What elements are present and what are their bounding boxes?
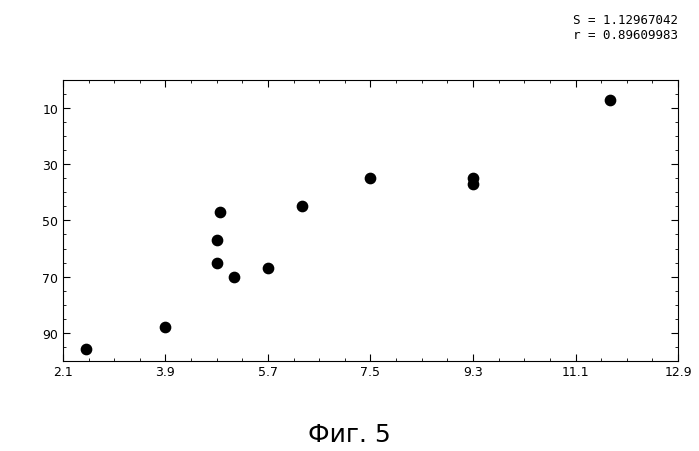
Point	[468, 175, 479, 183]
Point	[214, 209, 225, 216]
Point	[160, 324, 171, 331]
Point	[296, 203, 308, 211]
Point	[211, 237, 222, 244]
Text: S = 1.12967042
r = 0.89609983: S = 1.12967042 r = 0.89609983	[573, 14, 678, 41]
Point	[365, 175, 376, 183]
Point	[228, 273, 239, 281]
Text: Фиг. 5: Фиг. 5	[308, 423, 391, 446]
Point	[211, 259, 222, 267]
Point	[80, 346, 92, 353]
Point	[468, 181, 479, 188]
Point	[604, 97, 615, 104]
Point	[262, 265, 273, 272]
